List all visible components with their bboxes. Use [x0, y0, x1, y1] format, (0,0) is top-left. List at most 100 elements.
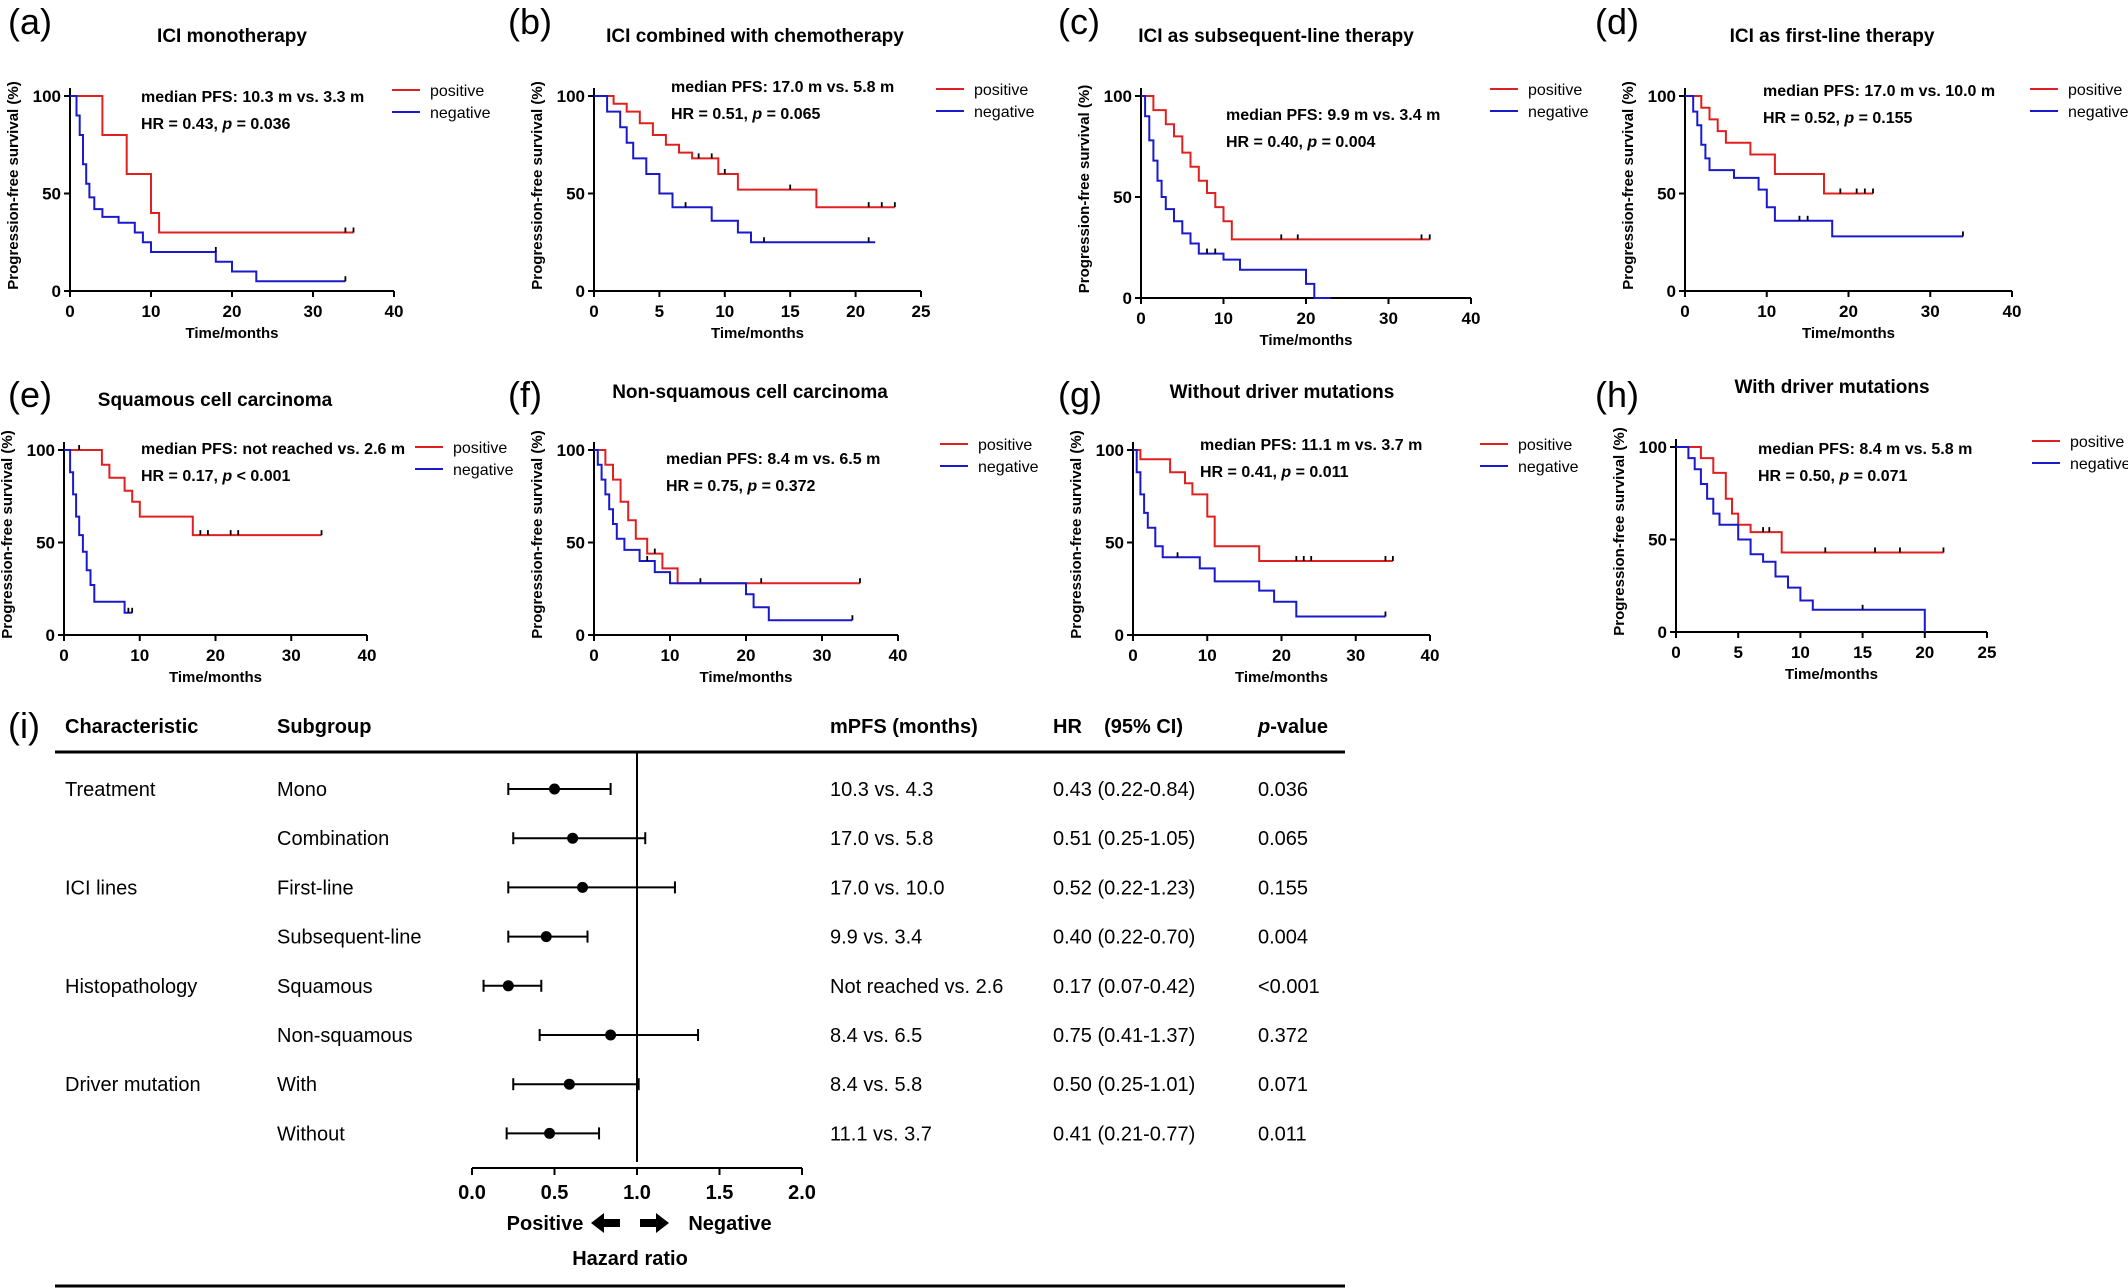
y-tick-label: 50 [1113, 188, 1132, 207]
km-curve-negative [594, 95, 876, 244]
positive-direction-label: Positive [507, 1213, 584, 1235]
legend-label-negative: negative [2068, 104, 2128, 121]
median-pfs-annotation: median PFS: 17.0 m vs. 10.0 m [1763, 83, 1995, 100]
x-tick-label: 20 [223, 302, 242, 321]
y-tick-label: 0 [1115, 626, 1124, 645]
median-pfs-value: 8.4 m vs. 5.8 m [1859, 441, 1972, 458]
x-tick-label: 0 [1128, 646, 1137, 665]
km-curve-negative [1685, 95, 1963, 238]
km-curve-negative [1141, 95, 1331, 299]
x-tick-label: 40 [889, 646, 908, 665]
x-tick-label: 10 [715, 302, 734, 321]
x-axis-title: Time/months [699, 669, 792, 686]
km-panel-4: (d) ICI as first-line therapy 0 50 100 0 10 20 3… [1595, 1, 2128, 342]
hr-annotation: HR = 0.40, p = 0.004 [1226, 134, 1376, 151]
y-tick-label: 50 [1105, 534, 1124, 553]
hr-point [605, 1029, 617, 1041]
p-value: = 0.036 [232, 116, 290, 133]
legend-label-negative: negative [1518, 459, 1579, 476]
forest-x-axis-title: Hazard ratio [572, 1248, 688, 1270]
legend-label-positive: positive [1528, 82, 1582, 99]
panel-label: (b) [508, 1, 552, 42]
x-axis-title: Time/months [169, 669, 262, 686]
row-hr-ci: 0.51 (0.25-1.05) [1053, 828, 1195, 850]
x-tick-label: 40 [1421, 646, 1440, 665]
hr-point [577, 881, 589, 893]
km-panel-2: (b) ICI combined with chemotherapy 0 50 100 0… [508, 1, 1035, 342]
legend-label-negative: negative [1528, 104, 1589, 121]
median-pfs-annotation: median PFS: 11.1 m vs. 3.7 m [1200, 437, 1422, 454]
median-pfs-prefix: median PFS: [1226, 107, 1327, 124]
x-tick-label: 20 [1297, 309, 1316, 328]
chart-title: Squamous cell carcinoma [98, 390, 333, 411]
y-tick-label: 100 [1648, 87, 1676, 106]
median-pfs-annotation: median PFS: 10.3 m vs. 3.3 m [141, 89, 364, 106]
hr-value: HR = 0.41, [1200, 464, 1281, 481]
y-tick-label: 50 [36, 534, 55, 553]
x-tick-label: 15 [781, 302, 800, 321]
km-curve-negative [594, 449, 853, 622]
p-symbol: p [221, 116, 232, 133]
x-tick-label: 10 [1214, 309, 1233, 328]
median-pfs-prefix: median PFS: [1763, 83, 1864, 100]
panel-label: (i) [8, 705, 40, 746]
y-axis-title: Progression-free survival (%) [1620, 81, 1637, 289]
x-tick-label: 25 [1978, 643, 1997, 662]
km-panel-6: (f) Non-squamous cell carcinoma 0 50 100 0 10 2… [508, 374, 1039, 686]
hr-annotation: HR = 0.51, p = 0.065 [671, 106, 821, 123]
row-subgroup: First-line [277, 877, 354, 899]
row-p-value: 0.011 [1258, 1123, 1307, 1145]
median-pfs-prefix: median PFS: [1200, 437, 1301, 454]
hr-value: HR = 0.52, [1763, 110, 1844, 127]
row-p-value: 0.071 [1258, 1074, 1308, 1096]
row-mpfs: 9.9 vs. 3.4 [830, 927, 922, 949]
y-tick-label: 50 [1648, 531, 1667, 550]
p-symbol: p [1280, 464, 1291, 481]
hr-value: HR = 0.50, [1758, 468, 1839, 485]
x-tick-label: 5 [1733, 643, 1742, 662]
median-pfs-prefix: median PFS: [666, 451, 767, 468]
row-mpfs: 17.0 vs. 10.0 [830, 877, 945, 899]
x-tick-label: 20 [206, 646, 225, 665]
legend-label-positive: positive [974, 82, 1028, 99]
y-tick-label: 0 [52, 282, 61, 301]
y-tick-label: 0 [1667, 282, 1676, 301]
hr-point [544, 1127, 556, 1139]
legend-label-positive: positive [453, 440, 507, 457]
y-axis-title: Progression-free survival (%) [1076, 85, 1093, 293]
chart-title: Non-squamous cell carcinoma [612, 382, 888, 403]
median-pfs-value: 8.4 m vs. 6.5 m [767, 451, 880, 468]
row-p-value: 0.004 [1258, 927, 1308, 949]
y-axis-title: Progression-free survival (%) [1611, 427, 1628, 635]
row-p-value: <0.001 [1258, 976, 1320, 998]
panel-label: (c) [1058, 1, 1100, 42]
chart-title: Without driver mutations [1170, 382, 1395, 403]
y-axis-title: Progression-free survival (%) [0, 430, 16, 638]
panel-label: (e) [8, 374, 52, 415]
hr-value: HR = 0.40, [1226, 134, 1307, 151]
forest-x-tick-label: 1.5 [706, 1182, 734, 1204]
legend-label-negative: negative [453, 462, 514, 479]
legend-label-negative: negative [430, 105, 491, 122]
median-pfs-annotation: median PFS: 9.9 m vs. 3.4 m [1226, 107, 1440, 124]
chart-title: ICI combined with chemotherapy [606, 26, 904, 47]
x-tick-label: 10 [661, 646, 680, 665]
row-subgroup: Mono [277, 779, 327, 801]
hr-point [567, 832, 579, 844]
x-tick-label: 15 [1853, 643, 1872, 662]
x-axis-title: Time/months [1235, 669, 1328, 686]
median-pfs-value: 10.3 m vs. 3.3 m [242, 89, 364, 106]
y-tick-label: 50 [566, 534, 585, 553]
p-value: = 0.011 [1291, 464, 1348, 481]
km-curve-positive [594, 449, 860, 585]
y-tick-label: 50 [566, 185, 585, 204]
x-tick-label: 0 [59, 646, 68, 665]
x-axis-title: Time/months [1785, 666, 1878, 683]
row-characteristic: Histopathology [65, 976, 197, 998]
p-symbol: p [751, 106, 762, 123]
km-curve-positive [70, 95, 354, 234]
km-curve-positive [1133, 449, 1393, 562]
p-symbol: p [1838, 468, 1849, 485]
p-value: = 0.071 [1849, 468, 1907, 485]
row-hr-ci: 0.50 (0.25-1.01) [1053, 1074, 1195, 1096]
